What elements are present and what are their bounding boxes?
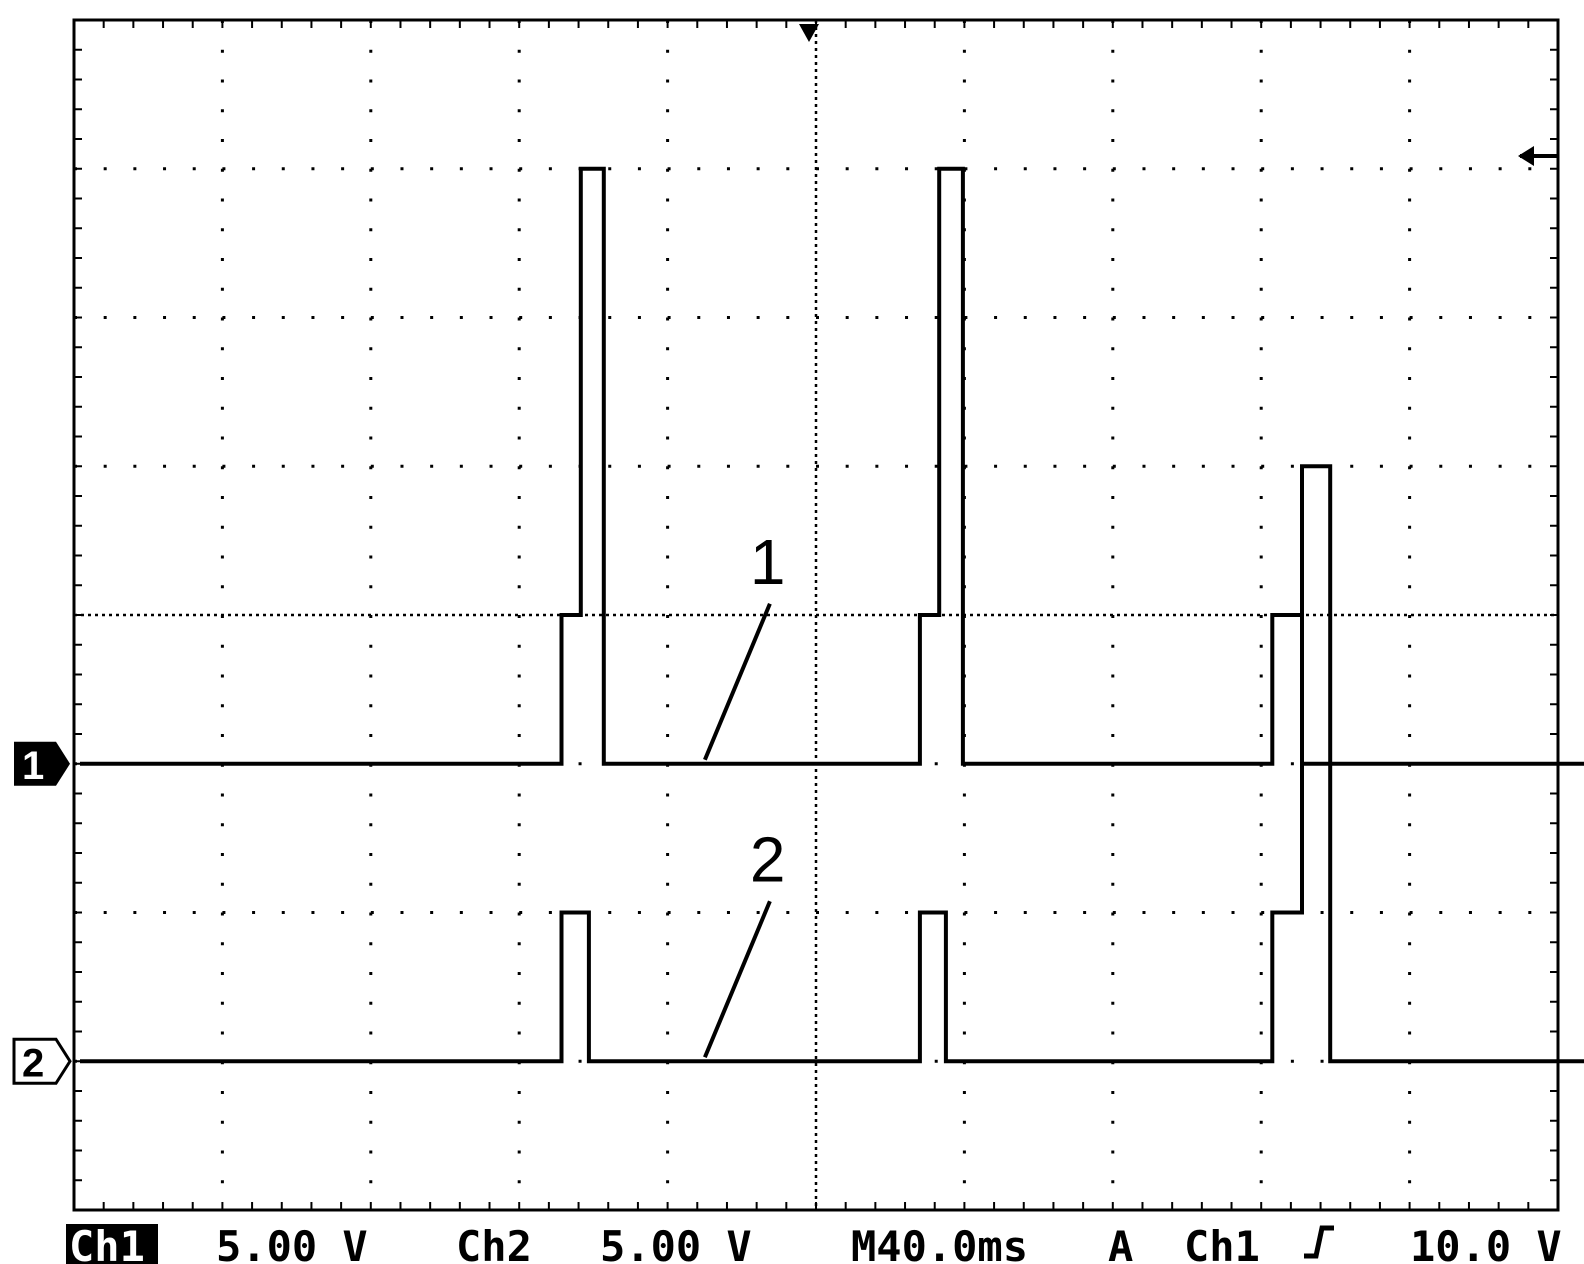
marker-shape: [14, 741, 70, 786]
trigger-position-marker: [799, 24, 819, 42]
callout-2-label: 2: [750, 823, 786, 895]
rising-edge-icon: [1304, 1225, 1334, 1259]
trigger-source: Ch1: [1184, 1222, 1260, 1264]
channel-1-marker: 1: [14, 741, 70, 788]
callout-1-label: 1: [750, 526, 786, 598]
ch2-scale: 5.00 V: [600, 1222, 752, 1264]
channel-2-marker: 2: [12, 1037, 72, 1085]
ch1-label: Ch1: [69, 1222, 145, 1264]
time-base: M40.0ms: [851, 1222, 1028, 1264]
callout-2-leader: [703, 900, 772, 1059]
status-bar: Ch1 5.00 V Ch2 5.00 V M40.0ms A Ch1 10.0…: [66, 1222, 1562, 1264]
channel-marker-label: 2: [22, 1041, 44, 1085]
callout-1-leader: [703, 602, 772, 761]
channel-1-trace: [80, 166, 1584, 766]
channel-2-trace: [80, 464, 1584, 1064]
traces: [80, 166, 1584, 1064]
ch1-badge: [66, 1224, 158, 1264]
ch2-label: Ch2: [456, 1222, 532, 1264]
channel-marker-label: 1: [22, 744, 44, 788]
channel-markers: 12: [12, 741, 72, 1085]
trigger-level-arrow-icon: [1518, 146, 1557, 166]
ch1-scale: 5.00 V: [216, 1222, 368, 1264]
trigger-mode: A: [1108, 1222, 1133, 1264]
marker-shape: [12, 1037, 72, 1085]
trigger-level: 10.0 V: [1410, 1222, 1562, 1264]
callouts: 12: [703, 526, 786, 1059]
